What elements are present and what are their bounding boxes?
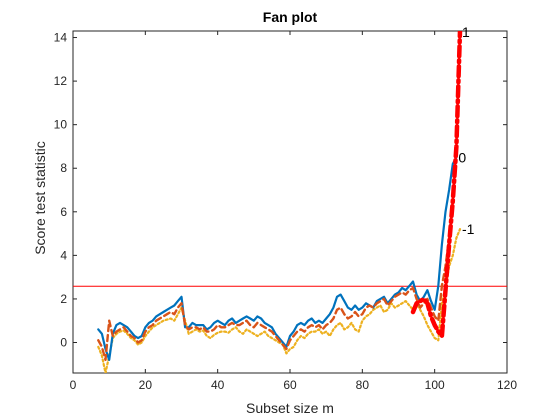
y-axis-label: Score test statistic (32, 141, 48, 255)
chart-title: Fan plot (263, 9, 318, 25)
x-tick-label: 80 (356, 378, 370, 392)
curve-label-3: 1 (462, 24, 470, 40)
x-tick-label: 0 (70, 378, 77, 392)
curve-label-1: 0 (458, 149, 466, 165)
curve-label-0: -1 (462, 221, 475, 237)
y-tick-label: 6 (60, 205, 67, 219)
y-tick-label: 8 (60, 161, 67, 175)
x-axis-label: Subset size m (246, 400, 334, 416)
x-tick-label: 120 (497, 378, 517, 392)
y-tick-label: 0 (60, 336, 67, 350)
x-tick-label: 40 (211, 378, 225, 392)
y-tick-label: 10 (54, 118, 68, 132)
y-tick-label: 4 (60, 248, 67, 262)
y-tick-label: 14 (54, 31, 68, 45)
x-tick-label: 100 (425, 378, 445, 392)
y-tick-label: 2 (60, 292, 67, 306)
y-tick-label: 12 (54, 74, 68, 88)
x-tick-label: 20 (139, 378, 153, 392)
x-tick-label: 60 (283, 378, 297, 392)
